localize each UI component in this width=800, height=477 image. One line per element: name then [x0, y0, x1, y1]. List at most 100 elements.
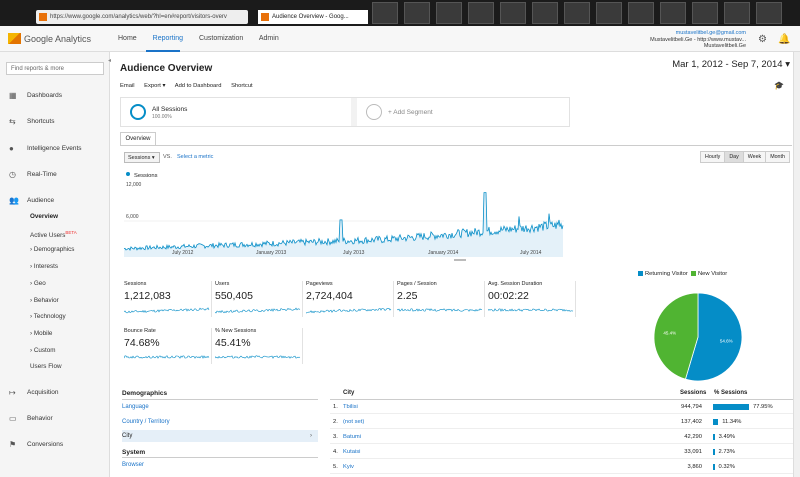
sidebar-sub-interests[interactable]: › Interests: [30, 263, 58, 270]
scorecard-label: Avg. Session Duration: [488, 281, 543, 287]
city-link[interactable]: Tbilisi: [343, 404, 358, 410]
col-pct-sessions[interactable]: % Sessions: [714, 390, 748, 396]
select-metric-link[interactable]: Select a metric: [177, 154, 214, 160]
collapse-sidebar-icon[interactable]: ◂: [108, 58, 112, 64]
add-to-dashboard-button[interactable]: Add to Dashboard: [174, 83, 222, 89]
bell-icon[interactable]: 🔔: [778, 34, 791, 45]
granularity-day[interactable]: Day: [725, 152, 744, 162]
y-tick-label: 12,000: [126, 182, 142, 188]
thumbnail[interactable]: [564, 2, 590, 24]
thumbnail[interactable]: [660, 2, 686, 24]
chart-resize-handle[interactable]: [454, 259, 466, 261]
scorecard-sessions: Sessions 1,212,083: [124, 281, 212, 317]
demographics-city[interactable]: City ›: [122, 430, 318, 442]
legend-new-visitor[interactable]: New Visitor: [697, 271, 728, 277]
nav-reporting[interactable]: Reporting: [152, 35, 183, 42]
city-link[interactable]: Kutaisi: [343, 449, 361, 455]
city-link[interactable]: Kyiv: [343, 464, 354, 470]
scorecard-label: Sessions: [124, 281, 147, 287]
table-row: 1. Tbilisi 944,794 77.95%: [330, 400, 794, 414]
granularity-week[interactable]: Week: [743, 152, 767, 162]
sidebar-sub-mobile[interactable]: › Mobile: [30, 330, 53, 337]
sidebar-item-label: Audience: [27, 197, 55, 204]
system-browser[interactable]: Browser: [122, 462, 145, 468]
granularity-month[interactable]: Month: [766, 152, 789, 162]
date-range-picker[interactable]: Mar 1, 2012 - Sep 7, 2014 ▾: [672, 59, 790, 70]
sidebar-sub-geo[interactable]: › Geo: [30, 280, 46, 287]
scorecard-bounce-rate: Bounce Rate 74.68%: [124, 328, 212, 364]
sessions-value: 42,290: [684, 434, 702, 440]
thumbnail[interactable]: [372, 2, 398, 24]
address-bar[interactable]: https://www.google.com/analytics/web/?hl…: [36, 10, 248, 24]
export-button[interactable]: Export ▾: [144, 83, 166, 89]
sidebar-sub-demographics[interactable]: › Demographics: [30, 246, 75, 253]
demographics-language[interactable]: Language: [122, 404, 149, 410]
sidebar-sub-active-users[interactable]: Active UsersBETA: [30, 230, 77, 239]
thumbnail[interactable]: [532, 2, 558, 24]
shortcut-button[interactable]: Shortcut: [231, 83, 253, 89]
thumbnail[interactable]: [468, 2, 494, 24]
email-button[interactable]: Email: [120, 83, 135, 89]
top-nav: Home Reporting Customization Admin: [118, 35, 293, 42]
scorecard-label: % New Sessions: [215, 328, 257, 334]
sidebar-sub-technology[interactable]: › Technology: [30, 313, 66, 320]
thumbnail[interactable]: [436, 2, 462, 24]
page-scrollbar[interactable]: [793, 52, 800, 477]
col-city[interactable]: City: [343, 390, 355, 396]
sidebar-item-behavior[interactable]: ▭ Behavior: [0, 414, 110, 423]
granularity-switch: Hourly Day Week Month: [700, 151, 790, 163]
sidebar-sub-custom[interactable]: › Custom: [30, 347, 56, 354]
logo[interactable]: Google Analytics: [8, 33, 91, 44]
sidebar-item-intelligence-events[interactable]: ● Intelligence Events: [0, 144, 110, 153]
col-sessions[interactable]: Sessions: [680, 390, 707, 396]
granularity-hourly[interactable]: Hourly: [701, 152, 726, 162]
thumbnail[interactable]: [756, 2, 782, 24]
browser-tab[interactable]: Audience Overview - Goog...: [258, 10, 368, 24]
sidebar-item-label: Dashboards: [27, 92, 63, 99]
search-placeholder: Find reports & more: [11, 66, 65, 72]
thumbnail[interactable]: [500, 2, 526, 24]
legend-swatch: [690, 271, 696, 276]
thumbnail[interactable]: [596, 2, 622, 24]
metric-dropdown[interactable]: Sessions ▾: [124, 152, 160, 163]
thumbnail[interactable]: [724, 2, 750, 24]
scorecard-label: Users: [215, 281, 230, 287]
empty-ring-icon: [366, 104, 382, 120]
thumbnail[interactable]: [628, 2, 654, 24]
sidebar-sub-overview[interactable]: Overview: [30, 213, 59, 220]
share-bar: [713, 404, 749, 410]
sparkline-path: [306, 307, 392, 314]
gear-icon[interactable]: ⚙: [758, 34, 767, 45]
search-input[interactable]: Find reports & more: [6, 62, 104, 75]
sidebar-sub-users-flow[interactable]: Users Flow: [30, 363, 62, 370]
nav-home[interactable]: Home: [118, 35, 137, 42]
nav-customization[interactable]: Customization: [198, 35, 244, 42]
tab-overview[interactable]: Overview: [120, 132, 156, 146]
account-switcher[interactable]: mustavelitbel.ge@gmail.com Mustavelitbel…: [650, 30, 746, 50]
sidebar-sub-behavior[interactable]: › Behavior: [30, 297, 59, 304]
sidebar-item-audience[interactable]: 👥 Audience: [0, 196, 110, 205]
thumbnail[interactable]: [692, 2, 718, 24]
sidebar-item-acquisition[interactable]: ↦ Acquisition: [0, 388, 110, 397]
graduation-cap-icon[interactable]: 🎓: [774, 81, 784, 90]
legend-returning-visitor[interactable]: Returning Visitor: [645, 271, 688, 277]
sessions-value: 137,402: [681, 419, 702, 425]
city-link[interactable]: (not set): [343, 419, 365, 425]
table-row: 3. Batumi 42,290 3.49%: [330, 430, 794, 444]
visitor-type-pie[interactable]: 54.6% 45.4%: [648, 287, 748, 387]
thumbnail[interactable]: [404, 2, 430, 24]
nav-admin[interactable]: Admin: [258, 35, 279, 42]
sidebar-item-real-time[interactable]: ◷ Real-Time: [0, 170, 110, 179]
city-link[interactable]: Batumi: [343, 434, 362, 440]
pie-slice-new-visitor: [653, 292, 699, 380]
sessions-line-chart[interactable]: [124, 185, 564, 257]
scorecard-pageviews: Pageviews 2,724,404: [306, 281, 394, 317]
demographics-country[interactable]: Country / Territory: [122, 419, 170, 425]
sidebar-item-dashboards[interactable]: ▦ Dashboards: [0, 91, 110, 100]
chart-legend-sessions: Sessions: [126, 172, 158, 179]
sidebar-item-shortcuts[interactable]: ⇆ Shortcuts: [0, 117, 110, 126]
beta-badge: BETA: [65, 230, 77, 235]
sessions-area: [124, 192, 563, 257]
sidebar-item-conversions[interactable]: ⚑ Conversions: [0, 440, 110, 449]
pct-value: 77.95%: [753, 404, 773, 410]
